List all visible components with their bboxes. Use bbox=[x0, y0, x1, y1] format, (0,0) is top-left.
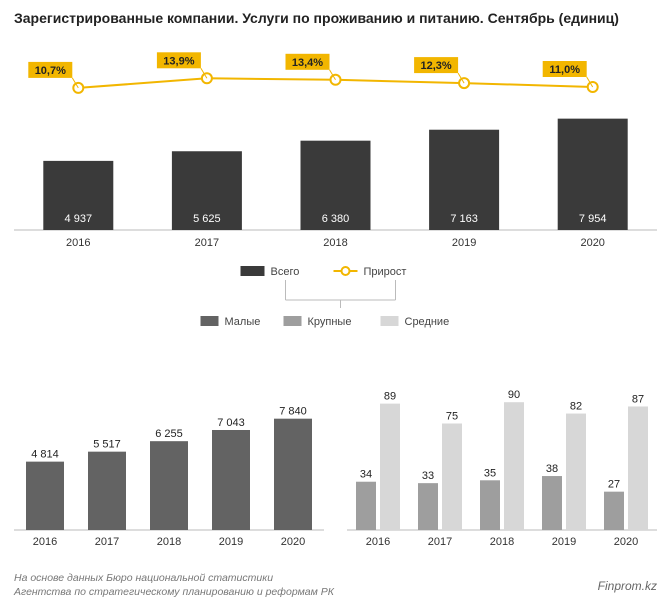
bar-value-label: 4 937 bbox=[65, 213, 93, 225]
growth-callout-label: 12,3% bbox=[420, 60, 451, 72]
bottom-left-chart: 4 814 2016 5 517 2017 6 255 2018 7 043 2019 7 84… bbox=[14, 370, 324, 552]
footer-line1: На основе данных Бюро национальной стати… bbox=[14, 571, 334, 585]
growth-callout-label: 13,4% bbox=[292, 57, 323, 69]
top-chart: 4 937 2016 5 625 2017 6 380 2018 7 163 2019 7 95… bbox=[14, 50, 657, 254]
bar-value-label: 82 bbox=[570, 401, 582, 413]
growth-marker bbox=[202, 73, 212, 83]
growth-marker bbox=[331, 75, 341, 85]
legend-swatch bbox=[284, 316, 302, 326]
bar-medium bbox=[628, 406, 648, 530]
x-tick-label: 2018 bbox=[490, 536, 514, 548]
x-tick-label: 2016 bbox=[366, 536, 390, 548]
bar-small bbox=[88, 452, 126, 530]
bar-small bbox=[150, 441, 188, 530]
bar-large bbox=[356, 482, 376, 530]
bar-value-label: 35 bbox=[484, 467, 496, 479]
bar-value-label: 34 bbox=[360, 469, 372, 481]
bar-value-label: 5 625 bbox=[193, 213, 221, 225]
x-tick-label: 2017 bbox=[95, 536, 119, 548]
bar-value-label: 7 163 bbox=[450, 213, 478, 225]
legend-swatch bbox=[201, 316, 219, 326]
x-tick-label: 2017 bbox=[195, 237, 219, 249]
bar-large bbox=[480, 480, 500, 530]
growth-callout-label: 13,9% bbox=[163, 55, 194, 67]
legend-swatch bbox=[241, 266, 265, 276]
legend-label: Средние bbox=[405, 316, 450, 328]
x-tick-label: 2019 bbox=[552, 536, 576, 548]
x-tick-label: 2020 bbox=[614, 536, 638, 548]
growth-callout-label: 10,7% bbox=[35, 65, 66, 77]
legend-label: Малые bbox=[225, 316, 261, 328]
bar-small bbox=[26, 462, 64, 530]
legend-label: Прирост bbox=[364, 266, 407, 278]
bar-value-label: 75 bbox=[446, 411, 458, 423]
bar-value-label: 90 bbox=[508, 389, 520, 401]
x-tick-label: 2016 bbox=[33, 536, 57, 548]
legend-label: Всего bbox=[271, 266, 300, 278]
x-tick-label: 2019 bbox=[452, 237, 476, 249]
legend-marker bbox=[342, 267, 350, 275]
bar-value-label: 7 840 bbox=[279, 406, 307, 418]
bar-medium bbox=[504, 402, 524, 530]
bar-value-label: 7 954 bbox=[579, 213, 607, 225]
bar-medium bbox=[380, 404, 400, 530]
legend-label: Крупные bbox=[308, 316, 352, 328]
x-tick-label: 2019 bbox=[219, 536, 243, 548]
footer-line2: Агентства по стратегическому планировани… bbox=[14, 585, 334, 599]
bar-value-label: 89 bbox=[384, 391, 396, 403]
page-title: Зарегистрированные компании. Услуги по п… bbox=[14, 10, 619, 26]
bar-medium bbox=[566, 414, 586, 530]
bar-value-label: 33 bbox=[422, 470, 434, 482]
bar-value-label: 38 bbox=[546, 463, 558, 475]
x-tick-label: 2017 bbox=[428, 536, 452, 548]
bar-value-label: 6 255 bbox=[155, 428, 183, 440]
bar-value-label: 7 043 bbox=[217, 417, 245, 429]
bar-large bbox=[542, 476, 562, 530]
legend-swatch bbox=[381, 316, 399, 326]
footer-source: На основе данных Бюро национальной стати… bbox=[14, 571, 334, 599]
bar-value-label: 87 bbox=[632, 393, 644, 405]
bar-value-label: 5 517 bbox=[93, 439, 121, 451]
bottom-right-chart: 34 89 2016 33 75 2017 35 90 2018 38 82 2019 27 87 2020 bbox=[347, 370, 657, 552]
bar-value-label: 6 380 bbox=[322, 213, 350, 225]
growth-callout-label: 11,0% bbox=[549, 64, 580, 76]
bar-small bbox=[212, 430, 250, 530]
bar-medium bbox=[442, 424, 462, 531]
bar-large bbox=[604, 492, 624, 530]
x-tick-label: 2020 bbox=[281, 536, 305, 548]
bar-small bbox=[274, 419, 312, 530]
brand: Finprom.kz bbox=[598, 579, 657, 593]
bar-value-label: 27 bbox=[608, 479, 620, 491]
x-tick-label: 2018 bbox=[323, 237, 347, 249]
bar-value-label: 4 814 bbox=[31, 449, 59, 461]
legend-block: Всего Прирост Малые Крупные Средние bbox=[0, 262, 671, 362]
x-tick-label: 2016 bbox=[66, 237, 90, 249]
bar-large bbox=[418, 483, 438, 530]
x-tick-label: 2020 bbox=[580, 237, 604, 249]
x-tick-label: 2018 bbox=[157, 536, 181, 548]
